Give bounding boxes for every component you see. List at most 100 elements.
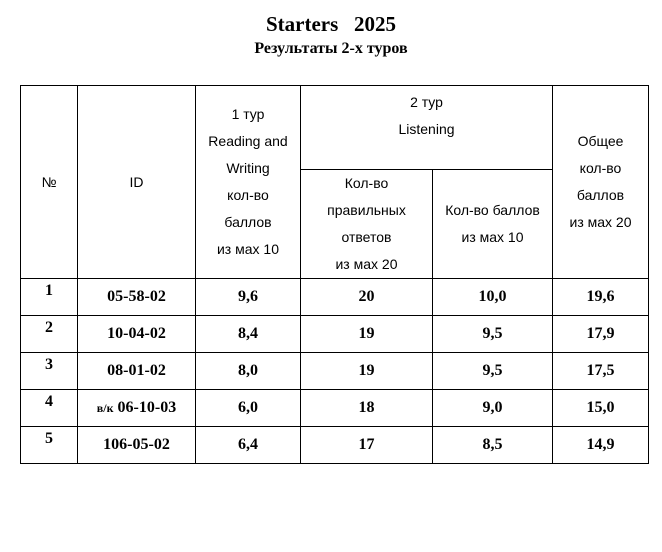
value-cell: 9,5 bbox=[431, 352, 554, 390]
table-body: № ID 1 тур Reading and Writing кол-во баллов из… bbox=[20, 85, 650, 464]
row-number-text: 3 bbox=[45, 356, 53, 373]
header-line: из мах 20 bbox=[569, 214, 632, 230]
id-cell: в/к 06-10-03 bbox=[77, 389, 196, 427]
id-text: 08-01-02 bbox=[107, 362, 166, 379]
id-cell: 08-01-02 bbox=[77, 352, 196, 390]
id-text: 06-10-03 bbox=[117, 399, 177, 416]
value-cell: 8,0 bbox=[195, 352, 301, 390]
cell-text: 17,9 bbox=[586, 325, 615, 342]
data-row: 4 в/к 06-10-03 6,0 18 9,0 15,0 bbox=[20, 389, 650, 427]
id-cell: 10-04-02 bbox=[77, 315, 196, 353]
cell-text: 19 bbox=[358, 362, 375, 379]
header-row: Кол-во правильных ответов из мах 20 Кол-во б… bbox=[21, 169, 649, 279]
subtitle: Результаты 2-х туров bbox=[254, 40, 408, 57]
row-number: 3 bbox=[20, 352, 78, 390]
value-cell: 9,6 bbox=[195, 278, 301, 316]
header-line: кол-во bbox=[579, 160, 622, 176]
row-number-text: 2 bbox=[45, 319, 53, 336]
header-line: баллов bbox=[576, 187, 625, 203]
value-cell: 6,4 bbox=[195, 426, 301, 464]
data-row: 5 106-05-02 6,4 17 8,5 14,9 bbox=[20, 426, 650, 464]
value-cell: 15,0 bbox=[552, 389, 650, 427]
id-text: 05-58-02 bbox=[107, 288, 166, 305]
header-line: кол-во bbox=[227, 187, 269, 203]
row-number-text: 5 bbox=[45, 430, 53, 447]
cell-text: 8,4 bbox=[238, 325, 258, 342]
cell-text: 6,0 bbox=[238, 399, 258, 416]
header-cell: 1 тур Reading and Writing кол-во баллов из ма… bbox=[195, 85, 301, 279]
id-cell: 106-05-02 bbox=[77, 426, 196, 464]
header-cell: Кол-во баллов из мах 10 bbox=[431, 169, 554, 279]
header-cell: 2 тур Listening bbox=[299, 85, 554, 170]
header-text: № bbox=[41, 173, 57, 190]
value-cell: 20 bbox=[300, 278, 433, 316]
row-number: 4 bbox=[20, 389, 78, 427]
data-row: 2 10-04-02 8,4 19 9,5 17,9 bbox=[20, 315, 650, 353]
cell-text: 18 bbox=[358, 399, 375, 416]
header-row: № ID 1 тур Reading and Writing кол-во баллов из… bbox=[20, 85, 650, 279]
value-cell: 10,0 bbox=[431, 278, 554, 316]
header-cell: ID bbox=[77, 85, 196, 279]
header-line: Общее bbox=[577, 133, 624, 149]
cell-text: 19,6 bbox=[586, 288, 615, 305]
value-cell: 18 bbox=[300, 389, 433, 427]
value-cell: 19 bbox=[300, 352, 433, 390]
header-line: ответов bbox=[341, 229, 392, 245]
value-cell: 9,0 bbox=[431, 389, 554, 427]
cell-text: 8,0 bbox=[238, 362, 258, 379]
id-text: 106-05-02 bbox=[103, 436, 170, 453]
header-line: Кол-во bbox=[344, 175, 389, 191]
title: Starters 2025 bbox=[265, 12, 397, 36]
header-cell: Кол-во правильных ответов из мах 20 bbox=[300, 169, 433, 279]
row-number-text: 4 bbox=[45, 393, 53, 410]
header-line: из мах 10 bbox=[216, 241, 279, 257]
value-cell: 17,9 bbox=[552, 315, 650, 353]
row-number-text: 1 bbox=[45, 282, 53, 299]
cell-text: 14,9 bbox=[586, 436, 615, 453]
cell-text: 10,0 bbox=[478, 288, 507, 305]
header-line: из мах 20 bbox=[335, 256, 398, 272]
data-row: 3 08-01-02 8,0 19 9,5 17,5 bbox=[20, 352, 650, 390]
cell-text: 8,5 bbox=[482, 436, 503, 453]
row-number: 1 bbox=[20, 278, 78, 316]
header-line: правильных bbox=[327, 202, 406, 218]
data-row: 1 05-58-02 9,6 20 10,0 19,6 bbox=[20, 278, 650, 316]
value-cell: 17,5 bbox=[552, 352, 650, 390]
cell-text: 9,0 bbox=[482, 399, 503, 416]
value-cell: 14,9 bbox=[552, 426, 650, 464]
value-cell: 19,6 bbox=[552, 278, 650, 316]
header-line: из мах 10 bbox=[461, 229, 524, 245]
results-table: № ID 1 тур Reading and Writing кол-во баллов из… bbox=[20, 85, 650, 464]
value-cell: 6,0 bbox=[195, 389, 301, 427]
value-cell: 17 bbox=[300, 426, 433, 464]
header-line: баллов bbox=[224, 214, 272, 230]
cell-text: 9,5 bbox=[482, 362, 503, 379]
value-cell: 8,5 bbox=[431, 426, 554, 464]
cell-text: 17 bbox=[358, 436, 375, 453]
cell-text: 20 bbox=[358, 288, 375, 305]
id-cell: 05-58-02 bbox=[77, 278, 196, 316]
header-text: ID bbox=[129, 173, 144, 190]
header-line: 2 тур bbox=[410, 94, 443, 110]
cell-text: 19 bbox=[358, 325, 375, 342]
cell-text: 17,5 bbox=[586, 362, 615, 379]
header-cell: № bbox=[20, 85, 78, 279]
header-line: 1 тур bbox=[231, 106, 265, 122]
row-number: 5 bbox=[20, 426, 78, 464]
id-text: 10-04-02 bbox=[107, 325, 166, 342]
note: в/к bbox=[96, 401, 114, 415]
header-line: Кол-во баллов bbox=[445, 202, 540, 218]
header-line: Writing bbox=[226, 160, 270, 176]
cell-text: 9,6 bbox=[238, 288, 258, 305]
header-line: Listening bbox=[398, 121, 455, 137]
row-number: 2 bbox=[20, 315, 78, 353]
value-cell: 8,4 bbox=[195, 315, 301, 353]
value-cell: 9,5 bbox=[431, 315, 554, 353]
cell-text: 15,0 bbox=[586, 399, 615, 416]
header-cell: Общее кол-во баллов из мах 20 bbox=[552, 85, 650, 279]
cell-text: 6,4 bbox=[238, 436, 258, 453]
value-cell: 19 bbox=[300, 315, 433, 353]
cell-text: 9,5 bbox=[482, 325, 503, 342]
header-line: Reading and bbox=[208, 133, 288, 149]
